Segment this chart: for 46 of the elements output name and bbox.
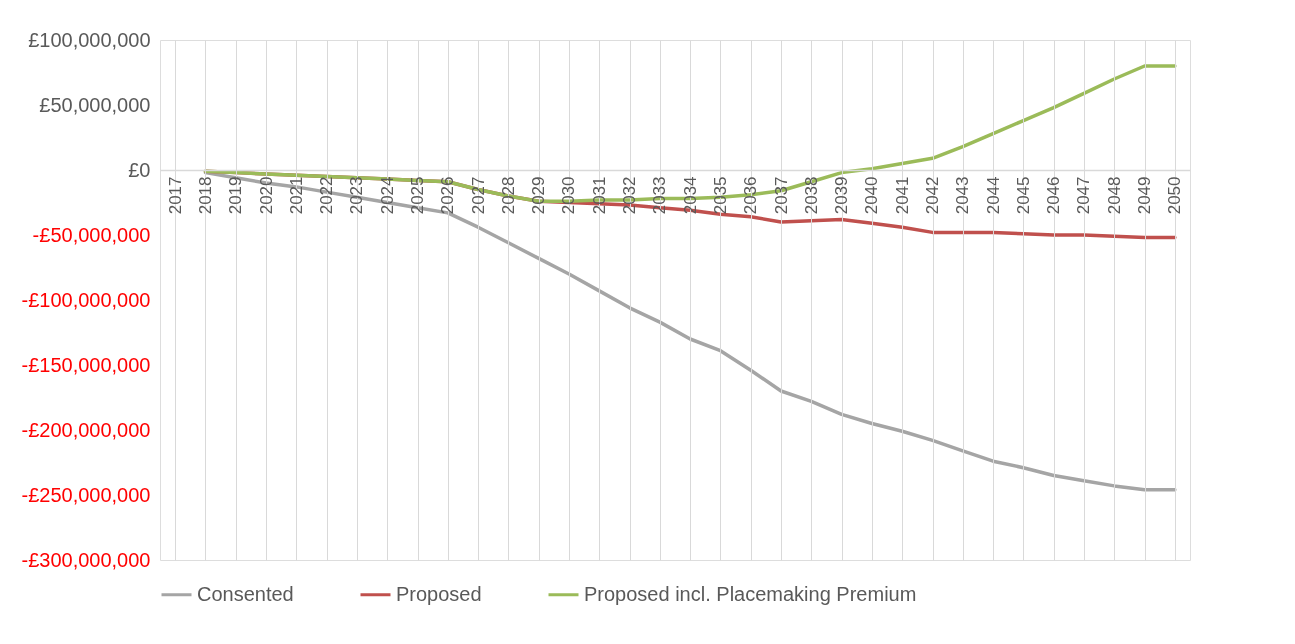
y-tick-label: -£300,000,000 (21, 548, 151, 571)
legend-label: Proposed incl. Placemaking Premium (584, 582, 917, 605)
x-tick-label: 2045 (1013, 176, 1033, 215)
x-tick-label: 2032 (620, 176, 640, 215)
x-tick-label: 2038 (801, 176, 821, 215)
x-tick-label: 2047 (1074, 176, 1094, 215)
x-tick-label: 2040 (862, 176, 882, 215)
legend-label: Consented (197, 582, 294, 605)
x-tick-label: 2027 (468, 176, 488, 215)
y-tick-label: £100,000,000 (28, 28, 151, 51)
x-tick-label: 2018 (195, 176, 215, 215)
x-tick-label: 2023 (347, 176, 367, 215)
x-tick-label: 2033 (650, 176, 670, 215)
x-tick-label: 2042 (923, 176, 942, 215)
x-tick-label: 2046 (1044, 176, 1064, 215)
x-tick-label: 2030 (559, 176, 579, 215)
y-tick-label: £0 (128, 158, 151, 181)
x-tick-label: 2019 (226, 176, 246, 215)
x-tick-label: 2041 (892, 176, 912, 215)
y-tick-label: -£250,000,000 (21, 483, 151, 506)
x-tick-label: 2036 (741, 176, 761, 215)
x-tick-label: 2049 (1135, 176, 1155, 215)
y-tick-label: £50,000,000 (39, 93, 151, 116)
x-tick-label: 2017 (165, 176, 185, 215)
x-tick-label: 2031 (589, 176, 609, 215)
x-tick-label: 2029 (529, 176, 549, 215)
x-tick-label: 2037 (771, 176, 791, 215)
x-tick-label: 2048 (1104, 176, 1124, 215)
x-tick-label: 2039 (832, 176, 852, 215)
x-tick-label: 2020 (256, 176, 276, 215)
y-tick-label: -£50,000,000 (32, 223, 151, 246)
x-tick-label: 2025 (408, 176, 427, 215)
x-tick-label: 2035 (710, 176, 730, 215)
x-tick-label: 2044 (983, 176, 1003, 215)
y-tick-label: -£200,000,000 (21, 418, 151, 441)
x-tick-label: 2021 (286, 176, 306, 215)
x-tick-label: 2050 (1165, 176, 1185, 215)
y-tick-label: -£150,000,000 (21, 353, 151, 376)
x-tick-label: 2024 (377, 176, 397, 215)
x-tick-label: 2034 (680, 176, 700, 215)
y-tick-label: -£100,000,000 (21, 288, 151, 311)
x-tick-label: 2026 (438, 176, 458, 215)
x-tick-label: 2028 (498, 176, 518, 215)
legend-label: Proposed (396, 582, 482, 605)
x-tick-label: 2022 (317, 176, 337, 215)
x-tick-label: 2043 (953, 176, 973, 215)
